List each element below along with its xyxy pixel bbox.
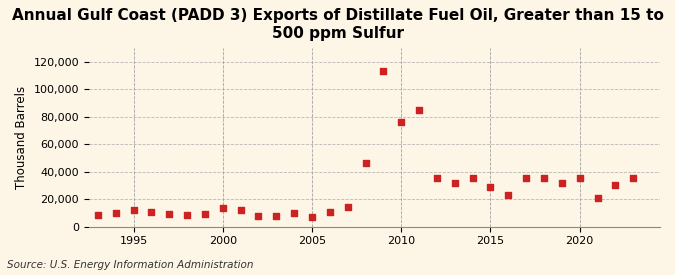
Point	[485, 185, 496, 189]
Point	[253, 213, 264, 218]
Point	[396, 120, 406, 124]
Point	[289, 211, 300, 215]
Point	[574, 176, 585, 181]
Point	[182, 213, 192, 217]
Point	[217, 206, 228, 210]
Text: Source: U.S. Energy Information Administration: Source: U.S. Energy Information Administ…	[7, 260, 253, 270]
Point	[628, 176, 639, 181]
Point	[271, 214, 281, 218]
Point	[164, 212, 175, 216]
Point	[128, 208, 139, 212]
Point	[503, 193, 514, 197]
Point	[450, 180, 460, 185]
Point	[342, 205, 353, 210]
Point	[325, 210, 335, 214]
Point	[539, 176, 549, 181]
Point	[520, 176, 531, 181]
Point	[556, 180, 567, 185]
Y-axis label: Thousand Barrels: Thousand Barrels	[15, 86, 28, 189]
Point	[610, 183, 621, 188]
Point	[592, 196, 603, 200]
Point	[235, 208, 246, 212]
Point	[200, 212, 211, 216]
Point	[467, 176, 478, 181]
Point	[378, 69, 389, 73]
Point	[92, 213, 103, 217]
Point	[360, 161, 371, 166]
Point	[414, 108, 425, 112]
Point	[431, 176, 442, 181]
Point	[110, 211, 121, 216]
Text: Annual Gulf Coast (PADD 3) Exports of Distillate Fuel Oil, Greater than 15 to 50: Annual Gulf Coast (PADD 3) Exports of Di…	[11, 8, 664, 41]
Point	[306, 215, 317, 219]
Point	[146, 210, 157, 214]
